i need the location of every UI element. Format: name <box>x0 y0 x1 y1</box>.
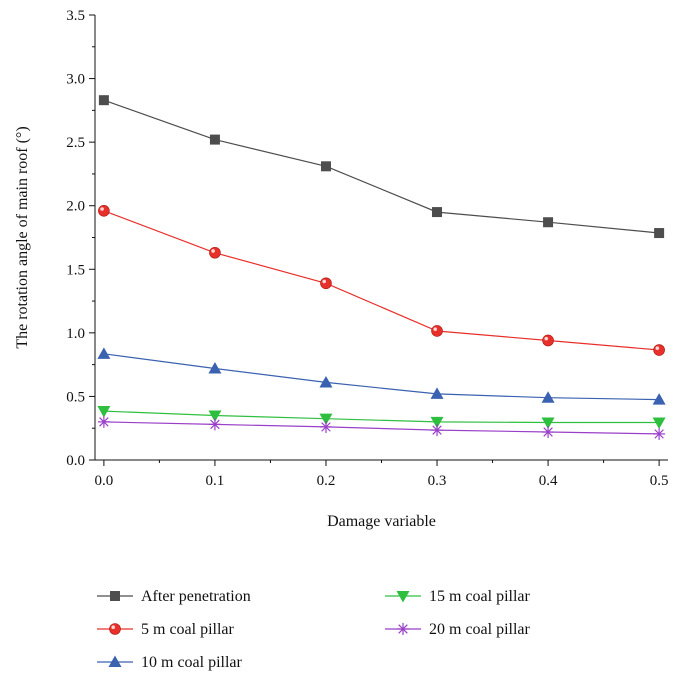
x-tick-label: 0.2 <box>317 473 336 489</box>
y-axis-title: The rotation angle of main roof (°) <box>14 126 31 348</box>
data-point <box>319 375 333 388</box>
data-point <box>653 427 666 440</box>
legend-label: 20 m coal pillar <box>429 621 531 638</box>
data-point <box>208 410 222 422</box>
data-point <box>430 387 444 399</box>
series-layer <box>97 95 666 440</box>
y-tick-label: 3.0 <box>66 72 85 88</box>
legend-marker <box>396 591 410 603</box>
legend-label: 5 m coal pillar <box>141 621 235 638</box>
data-point <box>209 246 221 259</box>
y-tick-label: 1.5 <box>66 262 85 278</box>
data-point <box>652 393 666 405</box>
series-1 <box>98 95 665 239</box>
x-tick-label: 0.4 <box>539 473 558 489</box>
y-tick-label: 3.5 <box>66 8 85 24</box>
legend-item: 10 m coal pillar <box>97 654 243 671</box>
data-point <box>209 134 220 145</box>
y-tick-label: 2.5 <box>66 135 85 151</box>
data-point <box>320 277 332 290</box>
legend-label: 15 m coal pillar <box>429 588 531 605</box>
x-tick-label: 0.5 <box>650 473 669 489</box>
x-tick-label: 0.3 <box>428 473 447 489</box>
series-line <box>103 353 660 401</box>
data-point <box>319 420 332 433</box>
legend-marker <box>110 591 120 601</box>
data-point <box>542 426 555 439</box>
legend-marker <box>109 623 121 635</box>
legend-item: 20 m coal pillar <box>385 621 531 638</box>
data-point <box>430 416 444 429</box>
data-point <box>542 334 554 347</box>
data-point <box>97 415 110 428</box>
data-point <box>541 417 555 429</box>
series-line <box>103 410 660 424</box>
data-point <box>97 406 111 418</box>
x-tick-label: 0.0 <box>95 473 114 489</box>
series-2 <box>98 205 665 356</box>
series-line <box>103 210 660 351</box>
data-point <box>541 391 555 403</box>
data-point <box>654 228 665 239</box>
data-point <box>431 325 443 337</box>
data-point <box>432 207 443 218</box>
legend-item: 15 m coal pillar <box>385 588 531 605</box>
legend-marker <box>108 655 122 667</box>
series-3 <box>97 347 666 405</box>
series-line <box>103 99 660 234</box>
data-point <box>208 418 221 431</box>
y-tick-label: 2.0 <box>66 199 85 215</box>
series-5 <box>97 415 666 440</box>
data-point <box>652 417 666 429</box>
data-point <box>208 361 222 374</box>
x-axis-title: Damage variable <box>327 513 436 530</box>
data-point <box>98 205 110 217</box>
legend-item: 5 m coal pillar <box>97 621 235 638</box>
data-point <box>431 424 444 437</box>
y-tick-label: 0.0 <box>66 453 85 469</box>
y-tick-label: 0.5 <box>66 389 85 405</box>
data-point <box>97 347 111 359</box>
series-4 <box>97 406 666 429</box>
legend: After penetration 5 m coal pillar 10 m coa… <box>97 588 531 671</box>
legend-item: After penetration <box>97 588 251 605</box>
data-point <box>653 344 665 356</box>
series-line <box>103 421 660 435</box>
legend-label: After penetration <box>141 588 251 605</box>
legend-marker <box>397 623 409 635</box>
y-tick-label: 1.0 <box>66 326 85 342</box>
axes: 0.0 0.5 1.0 1.5 2.0 2.5 3.0 3.5 0.0 0.1 0.2 0.3 0.4 0… <box>14 8 668 530</box>
data-point <box>543 217 554 228</box>
x-tick-label: 0.1 <box>206 473 225 489</box>
data-point <box>319 413 333 426</box>
data-point <box>98 95 109 106</box>
data-point <box>320 161 331 172</box>
legend-label: 10 m coal pillar <box>141 654 243 671</box>
